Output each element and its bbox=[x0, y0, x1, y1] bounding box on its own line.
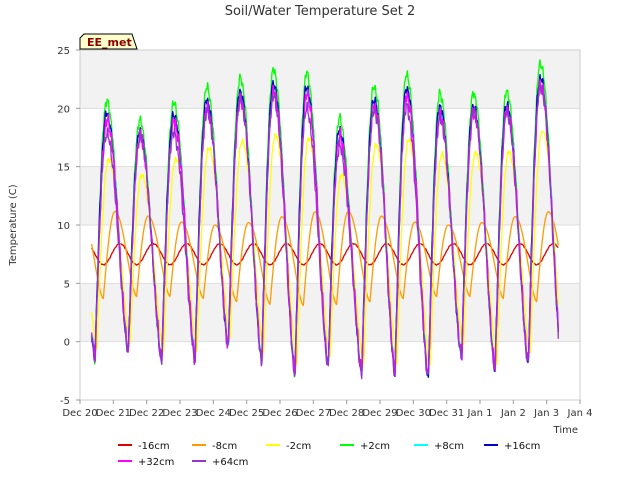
series-layer bbox=[91, 59, 559, 380]
legend-label: +8cm bbox=[434, 441, 464, 452]
x-tick-label: Dec 22 bbox=[129, 408, 164, 419]
x-tick-label: Jan 2 bbox=[500, 408, 526, 419]
x-tick-label: Dec 25 bbox=[229, 408, 264, 419]
plot-band bbox=[80, 50, 580, 109]
x-axis-label: Time bbox=[553, 425, 578, 436]
legend-label: +2cm bbox=[360, 441, 390, 452]
x-tick-label: Dec 27 bbox=[296, 408, 331, 419]
x-tick-label: Dec 30 bbox=[396, 408, 431, 419]
x-tick-label: Jan 1 bbox=[467, 408, 493, 419]
legend-item: -2cm bbox=[266, 441, 311, 452]
legend-label: -16cm bbox=[138, 441, 170, 452]
legend-item: +8cm bbox=[414, 441, 464, 452]
plot-band bbox=[80, 166, 580, 225]
badge-text: EE_met bbox=[87, 36, 132, 49]
y-tick-label: -5 bbox=[60, 396, 70, 407]
x-tick-label: Dec 21 bbox=[96, 408, 131, 419]
legend-item: +32cm bbox=[118, 457, 174, 468]
legend-label: +64cm bbox=[212, 457, 248, 468]
ee-met-badge: EE_met bbox=[79, 33, 138, 50]
x-tick-label: Dec 28 bbox=[329, 408, 364, 419]
x-tick-label: Dec 24 bbox=[196, 408, 231, 419]
legend-item: +2cm bbox=[340, 441, 390, 452]
x-tick-label: Dec 31 bbox=[429, 408, 464, 419]
legend-label: -2cm bbox=[286, 441, 311, 452]
legend-label: -8cm bbox=[212, 441, 237, 452]
x-tick-label: Dec 20 bbox=[62, 408, 97, 419]
legend: -16cm -8cm -2cm +2cm +8cm +16cm +32cm +64cm bbox=[118, 441, 540, 468]
y-tick-label: 25 bbox=[57, 46, 70, 57]
legend-item: -8cm bbox=[192, 441, 237, 452]
series-line-64cm bbox=[91, 83, 559, 380]
y-tick-label: 20 bbox=[57, 104, 70, 115]
series-line-8cm bbox=[91, 210, 559, 307]
x-tick-label: Dec 23 bbox=[162, 408, 197, 419]
y-tick-label: 15 bbox=[57, 163, 70, 174]
plot-band bbox=[80, 108, 580, 167]
x-tick-label: Jan 4 bbox=[567, 408, 593, 419]
legend-item: +64cm bbox=[192, 457, 248, 468]
legend-item: +16cm bbox=[484, 441, 540, 452]
y-tick-label: 5 bbox=[64, 279, 70, 290]
y-tick-labels: -5 0 5 10 15 20 25 bbox=[57, 46, 80, 407]
badge-box bbox=[79, 33, 138, 50]
y-tick-label: 0 bbox=[64, 338, 70, 349]
x-tick-label: Jan 3 bbox=[533, 408, 559, 419]
x-tick-label: Dec 26 bbox=[262, 408, 297, 419]
y-axis-label: Temperature (C) bbox=[8, 184, 19, 266]
chart-title: Soil/Water Temperature Set 2 bbox=[225, 4, 416, 19]
legend-item: -16cm bbox=[118, 441, 170, 452]
legend-label: +16cm bbox=[504, 441, 540, 452]
legend-label: +32cm bbox=[138, 457, 174, 468]
y-tick-label: 10 bbox=[57, 221, 70, 232]
x-tick-label: Dec 29 bbox=[362, 408, 397, 419]
